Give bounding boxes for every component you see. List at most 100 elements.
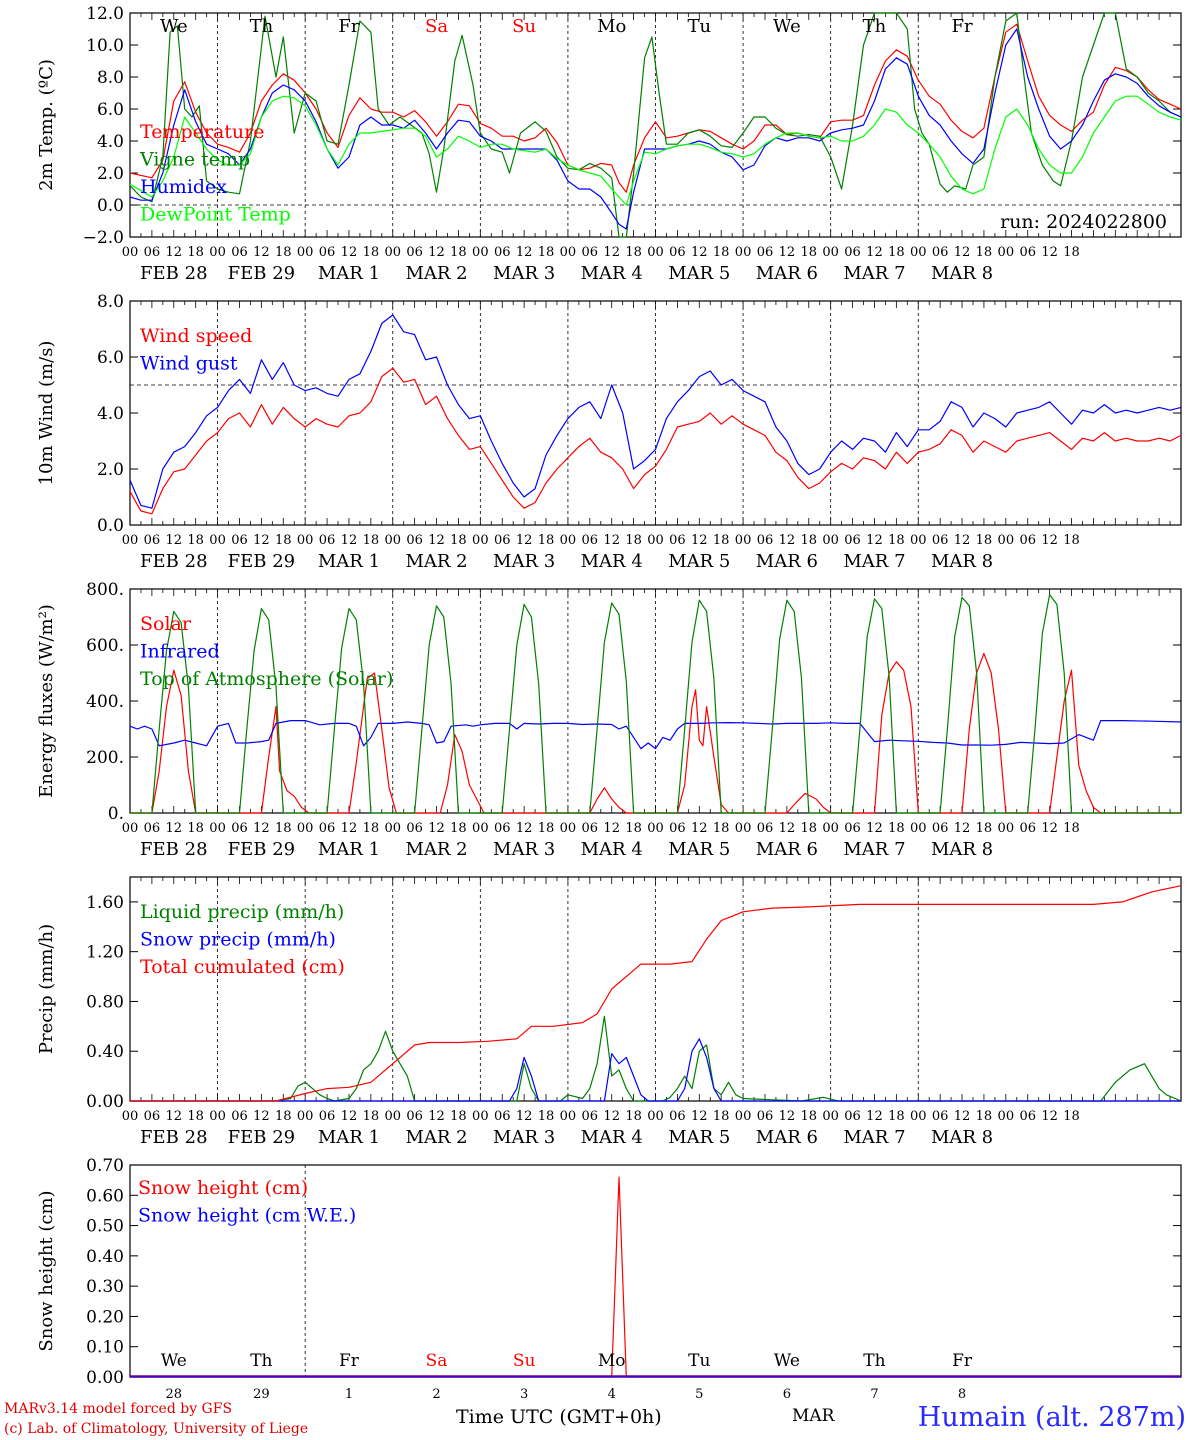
hour-tick-label: 00 xyxy=(209,821,226,836)
hour-tick-label: 12 xyxy=(516,245,533,260)
weekday-label: Tu xyxy=(687,16,711,37)
date-label: FEB 29 xyxy=(228,551,295,572)
legend-entry: Vigne temp xyxy=(139,149,250,171)
hour-tick-label: 06 xyxy=(932,245,949,260)
hour-tick-label: 00 xyxy=(472,1109,489,1124)
y-tick-label: 0.70 xyxy=(86,1156,124,1176)
hour-tick-label: 00 xyxy=(297,245,314,260)
hour-tick-label: 18 xyxy=(888,245,905,260)
date-label: FEB 28 xyxy=(140,263,207,284)
hour-tick-label: 00 xyxy=(384,821,401,836)
hour-tick-label: 00 xyxy=(735,533,752,548)
y-tick-label: 1.60 xyxy=(86,893,124,913)
hour-tick-label: 00 xyxy=(910,1109,927,1124)
date-label: MAR 4 xyxy=(581,263,643,284)
hour-tick-label: 18 xyxy=(800,821,817,836)
day-number-label: 2 xyxy=(432,1387,440,1402)
hour-tick-label: 06 xyxy=(844,821,861,836)
series-line-temperature xyxy=(129,23,1182,193)
date-label: MAR 3 xyxy=(493,551,555,572)
hour-tick-label: 00 xyxy=(122,1109,139,1124)
hour-tick-label: 18 xyxy=(538,245,555,260)
legend-entry: Wind speed xyxy=(140,325,252,347)
day-number-label: 4 xyxy=(608,1387,616,1402)
date-label: MAR 7 xyxy=(843,551,905,572)
date-label: MAR 8 xyxy=(931,1127,993,1148)
hour-tick-label: 06 xyxy=(319,821,336,836)
weekday-label: Su xyxy=(513,1351,536,1371)
legend-entry: Snow height (cm) xyxy=(138,1177,308,1199)
date-label: MAR 2 xyxy=(405,263,467,284)
hour-tick-label: 06 xyxy=(1019,1109,1036,1124)
hour-tick-label: 06 xyxy=(494,245,511,260)
hour-tick-label: 06 xyxy=(844,245,861,260)
y-tick-label: 600. xyxy=(86,636,124,656)
date-label: MAR 5 xyxy=(668,263,730,284)
hour-tick-label: 18 xyxy=(1063,533,1080,548)
hour-tick-label: 18 xyxy=(888,821,905,836)
y-tick-label: 4.0 xyxy=(97,132,124,152)
weekday-label: Th xyxy=(250,16,274,37)
run-annotation: run: 2024022800 xyxy=(1000,211,1167,233)
hour-tick-label: 18 xyxy=(625,533,642,548)
legend-entry: Top of Atmosphere (Solar) xyxy=(140,668,393,690)
date-label: MAR 5 xyxy=(668,1127,730,1148)
hour-tick-label: 00 xyxy=(472,533,489,548)
date-label: FEB 29 xyxy=(228,839,295,860)
y-axis-label: Snow height (cm) xyxy=(36,1190,57,1351)
hour-tick-label: 12 xyxy=(253,821,270,836)
hour-tick-label: 06 xyxy=(144,821,161,836)
date-label: FEB 28 xyxy=(140,551,207,572)
y-tick-label: 6.0 xyxy=(97,348,124,368)
day-number-label: 6 xyxy=(783,1387,791,1402)
y-tick-label: 8.0 xyxy=(97,292,124,312)
hour-tick-label: 12 xyxy=(1041,821,1058,836)
hour-tick-label: 06 xyxy=(844,1109,861,1124)
hour-tick-label: 00 xyxy=(822,821,839,836)
lab-credit: (c) Lab. of Climatology, University of L… xyxy=(4,1421,309,1437)
hour-tick-label: 06 xyxy=(406,821,423,836)
hour-tick-label: 00 xyxy=(122,245,139,260)
hour-tick-label: 12 xyxy=(341,245,358,260)
weekday-label: We xyxy=(161,1351,187,1371)
x-axis-title: Time UTC (GMT+0h) xyxy=(456,1406,662,1428)
legend-entry: Humidex xyxy=(140,176,227,198)
hour-tick-label: 06 xyxy=(494,1109,511,1124)
hour-tick-label: 06 xyxy=(669,245,686,260)
y-tick-label: 6.0 xyxy=(97,100,124,120)
hour-tick-label: 12 xyxy=(954,821,971,836)
hour-tick-label: 18 xyxy=(275,533,292,548)
hour-tick-label: 12 xyxy=(1041,1109,1058,1124)
y-axis-label: 10m Wind (m/s) xyxy=(36,341,57,486)
hour-tick-label: 18 xyxy=(187,245,204,260)
hour-tick-label: 06 xyxy=(231,821,248,836)
hour-tick-label: 00 xyxy=(297,1109,314,1124)
hour-tick-label: 12 xyxy=(166,533,183,548)
date-label: MAR 4 xyxy=(581,1127,643,1148)
series-line-dewpoint-temp xyxy=(129,95,1182,206)
date-label: MAR 1 xyxy=(318,263,380,284)
hour-tick-label: 12 xyxy=(954,533,971,548)
date-label: MAR 8 xyxy=(931,551,993,572)
hour-tick-label: 12 xyxy=(428,533,445,548)
hour-tick-label: 12 xyxy=(253,1109,270,1124)
hour-tick-label: 12 xyxy=(428,245,445,260)
hour-tick-label: 12 xyxy=(341,1109,358,1124)
hour-tick-label: 12 xyxy=(866,533,883,548)
y-tick-label: 0.0 xyxy=(97,516,124,536)
hour-tick-label: 18 xyxy=(976,821,993,836)
hour-tick-label: 18 xyxy=(1063,245,1080,260)
hour-tick-label: 12 xyxy=(516,533,533,548)
date-label: MAR 6 xyxy=(756,1127,818,1148)
hour-tick-label: 06 xyxy=(319,1109,336,1124)
hour-tick-label: 12 xyxy=(166,245,183,260)
date-label: MAR 8 xyxy=(931,263,993,284)
date-label: MAR 1 xyxy=(318,551,380,572)
weekday-label: We xyxy=(774,1351,800,1371)
hour-tick-label: 12 xyxy=(516,1109,533,1124)
hour-tick-label: 12 xyxy=(1041,245,1058,260)
date-label: MAR 6 xyxy=(756,551,818,572)
weekday-label: Th xyxy=(250,1351,272,1371)
hour-tick-label: 12 xyxy=(691,821,708,836)
hour-tick-label: 12 xyxy=(779,1109,796,1124)
